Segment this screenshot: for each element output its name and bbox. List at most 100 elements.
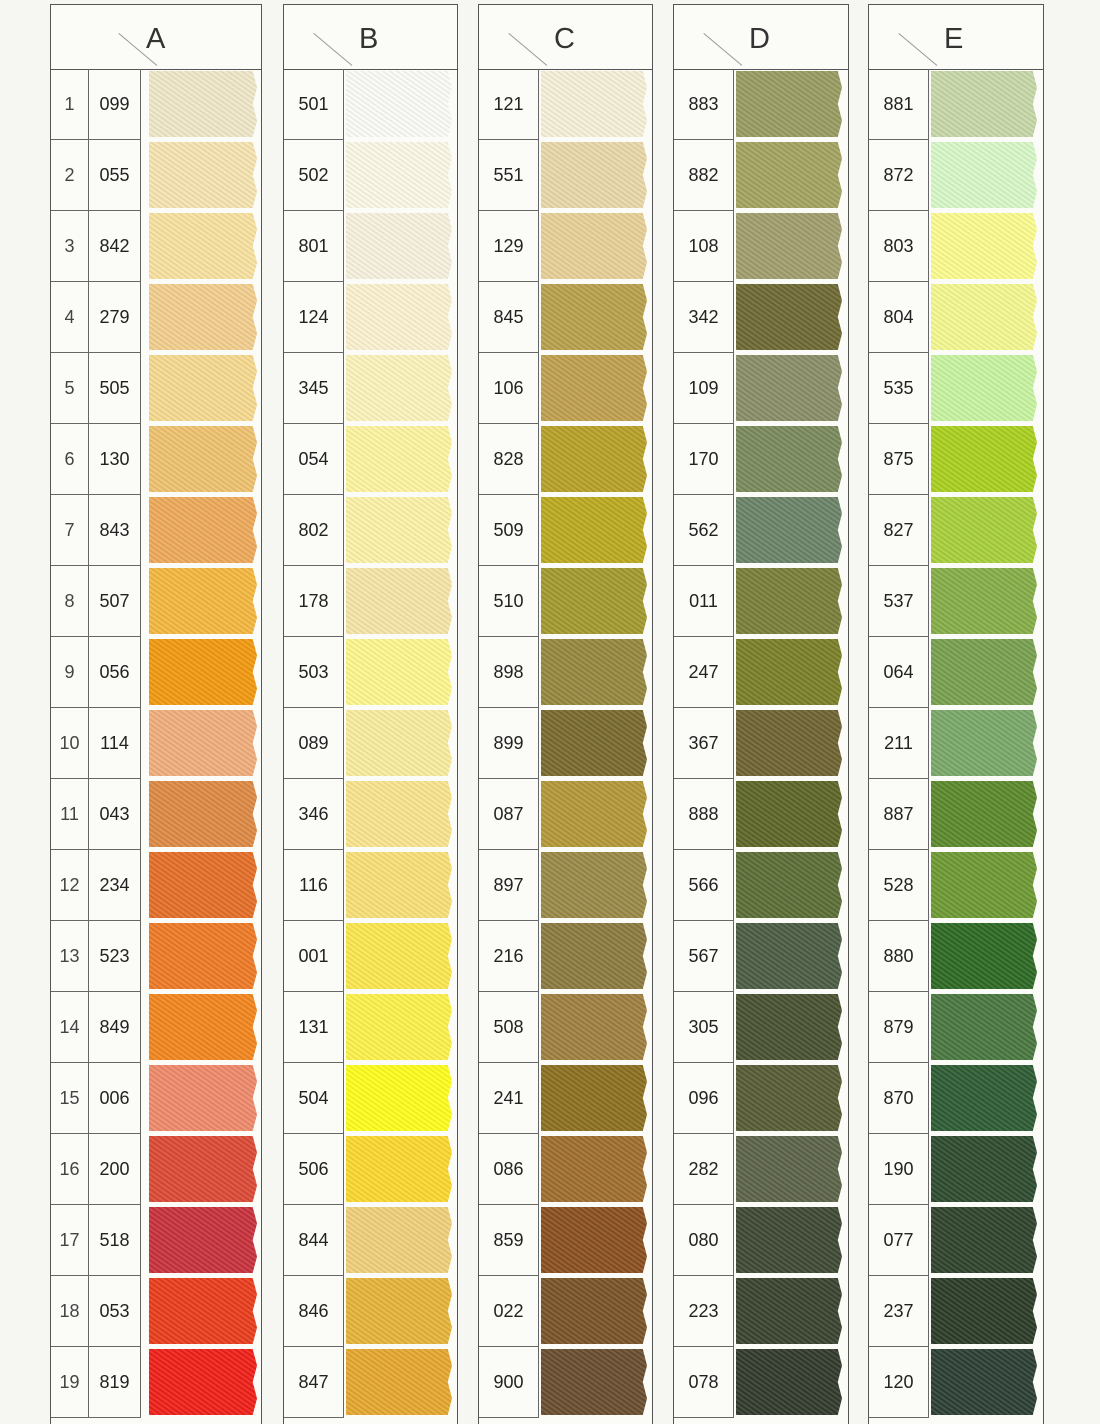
color-code: 537 [869, 566, 929, 637]
zipper-swatch [541, 710, 647, 776]
row-number: 6 [51, 424, 89, 495]
color-code: 096 [674, 1063, 734, 1134]
swatch-row: 880 [869, 921, 1043, 992]
zipper-swatch [931, 355, 1037, 421]
swatch-row: 859 [479, 1205, 652, 1276]
swatch-row: 109 [674, 353, 848, 424]
zipper-swatch [736, 994, 842, 1060]
swatch-row: 108 [674, 211, 848, 282]
row-number: 12 [51, 850, 89, 921]
row-number: 19 [51, 1347, 89, 1418]
swatch-row: 16 200 [51, 1134, 261, 1205]
color-code: 849 [89, 992, 141, 1063]
swatch-row: 11 043 [51, 779, 261, 850]
zipper-swatch [541, 781, 647, 847]
zipper-swatch [149, 71, 257, 137]
zipper-swatch [931, 994, 1037, 1060]
zipper-swatch [149, 568, 257, 634]
swatch-row: 875 [869, 424, 1043, 495]
column-letter: E [944, 23, 964, 55]
color-code: 882 [674, 140, 734, 211]
color-code: 845 [479, 282, 539, 353]
color-code: 080 [674, 1205, 734, 1276]
zipper-swatch [736, 1278, 842, 1344]
row-number: 2 [51, 140, 89, 211]
color-code: 843 [89, 495, 141, 566]
zipper-swatch [736, 497, 842, 563]
zipper-swatch [149, 497, 257, 563]
color-code: 345 [284, 353, 344, 424]
color-code: 551 [479, 140, 539, 211]
swatch-row: 803 [869, 211, 1043, 282]
color-code: 089 [284, 708, 344, 779]
column-letter: C [554, 23, 575, 55]
color-code: 130 [89, 424, 141, 495]
zipper-swatch [541, 1207, 647, 1273]
color-code: 282 [674, 1134, 734, 1205]
color-code: 043 [89, 779, 141, 850]
swatch-row: 121 [479, 69, 652, 140]
swatch-row: 5 505 [51, 353, 261, 424]
zipper-swatch [346, 994, 452, 1060]
swatch-row: 844 [284, 1205, 457, 1276]
row-number: 14 [51, 992, 89, 1063]
color-code: 899 [479, 708, 539, 779]
swatch-row: 8 507 [51, 566, 261, 637]
swatch-row: 190 [869, 1134, 1043, 1205]
color-code: 001 [284, 921, 344, 992]
zipper-swatch [736, 639, 842, 705]
zipper-swatch [931, 781, 1037, 847]
color-code: 870 [869, 1063, 929, 1134]
zipper-swatch [149, 1207, 257, 1273]
swatch-row: 3 842 [51, 211, 261, 282]
column-letter: D [749, 23, 770, 55]
swatch-row: 001 [284, 921, 457, 992]
color-code: 346 [284, 779, 344, 850]
swatch-row: 247 [674, 637, 848, 708]
row-number: 13 [51, 921, 89, 992]
zipper-swatch [149, 852, 257, 918]
color-code: 077 [869, 1205, 929, 1276]
swatch-row: 096 [674, 1063, 848, 1134]
column-letter: B [359, 23, 379, 55]
zipper-swatch [346, 213, 452, 279]
swatch-row: 508 [479, 992, 652, 1063]
swatch-row: 870 [869, 1063, 1043, 1134]
color-code: 819 [89, 1347, 141, 1418]
zipper-swatch [541, 213, 647, 279]
color-code: 887 [869, 779, 929, 850]
zipper-swatch [541, 355, 647, 421]
column-header: D [674, 5, 848, 70]
row-number: 3 [51, 211, 89, 282]
color-code: 131 [284, 992, 344, 1063]
swatch-row: 879 [869, 992, 1043, 1063]
zipper-swatch [931, 1065, 1037, 1131]
swatch-row: 562 [674, 495, 848, 566]
swatch-row: 054 [284, 424, 457, 495]
color-code: 506 [284, 1134, 344, 1205]
row-number: 10 [51, 708, 89, 779]
row-number: 1 [51, 69, 89, 140]
swatch-row: 15 006 [51, 1063, 261, 1134]
zipper-swatch [541, 568, 647, 634]
swatch-row: 131 [284, 992, 457, 1063]
zipper-swatch [931, 213, 1037, 279]
swatch-row: 528 [869, 850, 1043, 921]
color-code: 802 [284, 495, 344, 566]
swatch-row: 106 [479, 353, 652, 424]
color-code: 535 [869, 353, 929, 424]
column-header: A [51, 5, 261, 70]
swatch-row: 086 [479, 1134, 652, 1205]
swatch-row: 223 [674, 1276, 848, 1347]
zipper-swatch [149, 1349, 257, 1415]
zipper-swatch [149, 994, 257, 1060]
row-number: 18 [51, 1276, 89, 1347]
swatch-row: 14 849 [51, 992, 261, 1063]
color-code: 567 [674, 921, 734, 992]
color-code: 064 [869, 637, 929, 708]
swatch-row: 087 [479, 779, 652, 850]
zipper-swatch [149, 426, 257, 492]
swatch-row: 211 [869, 708, 1043, 779]
zipper-swatch [931, 284, 1037, 350]
color-code: 124 [284, 282, 344, 353]
